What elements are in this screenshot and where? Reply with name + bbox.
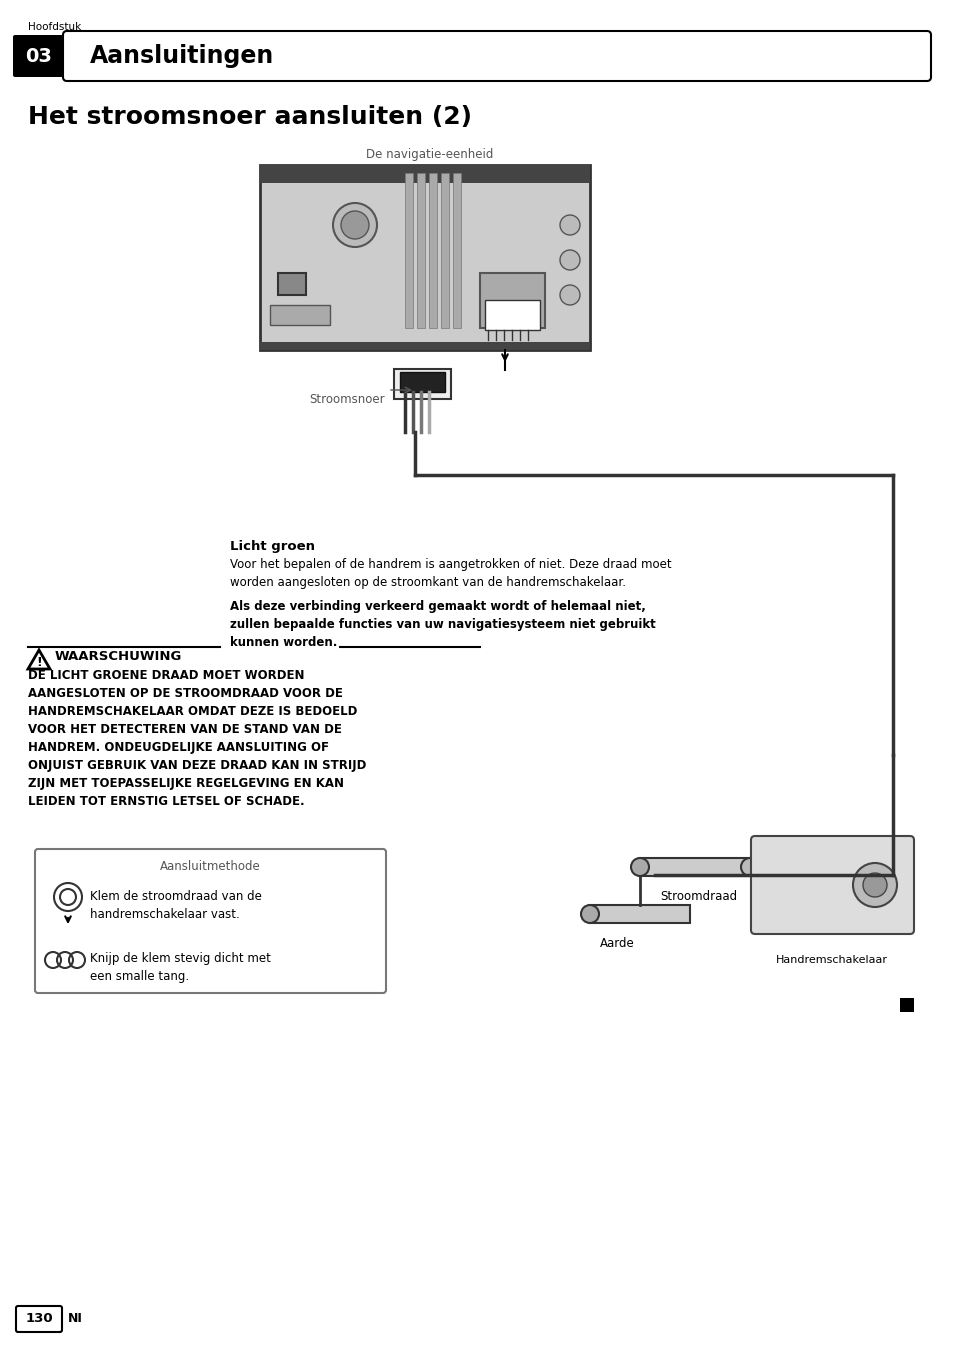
FancyBboxPatch shape bbox=[399, 372, 444, 392]
Bar bbox=[589, 904, 689, 923]
Text: WAARSCHUWING: WAARSCHUWING bbox=[55, 650, 182, 662]
FancyBboxPatch shape bbox=[260, 165, 589, 350]
FancyBboxPatch shape bbox=[13, 35, 65, 77]
Bar bbox=[639, 859, 749, 876]
Circle shape bbox=[333, 203, 376, 247]
Text: Aansluitingen: Aansluitingen bbox=[90, 45, 274, 68]
Bar bbox=[405, 173, 413, 329]
Text: 03: 03 bbox=[26, 46, 52, 65]
Bar bbox=[440, 173, 449, 329]
Text: Knijp de klem stevig dicht met
een smalle tang.: Knijp de klem stevig dicht met een small… bbox=[90, 952, 271, 983]
Ellipse shape bbox=[740, 859, 759, 876]
Text: Handremschakelaar: Handremschakelaar bbox=[775, 955, 887, 965]
Text: Het stroomsnoer aansluiten (2): Het stroomsnoer aansluiten (2) bbox=[28, 105, 472, 128]
Text: Aansluitmethode: Aansluitmethode bbox=[160, 860, 260, 873]
Text: Hoofdstuk: Hoofdstuk bbox=[28, 22, 81, 32]
Ellipse shape bbox=[580, 904, 598, 923]
Text: Stroomdraad: Stroomdraad bbox=[659, 890, 737, 903]
FancyBboxPatch shape bbox=[277, 273, 306, 295]
FancyBboxPatch shape bbox=[16, 1306, 62, 1332]
Text: Licht groen: Licht groen bbox=[230, 539, 314, 553]
FancyBboxPatch shape bbox=[484, 300, 539, 330]
Text: De navigatie-eenheid: De navigatie-eenheid bbox=[366, 147, 493, 161]
Polygon shape bbox=[260, 165, 589, 183]
Bar bbox=[416, 173, 424, 329]
Text: Aarde: Aarde bbox=[599, 937, 634, 950]
Text: !: ! bbox=[36, 656, 42, 668]
Text: Voor het bepalen of de handrem is aangetrokken of niet. Deze draad moet
worden a: Voor het bepalen of de handrem is aanget… bbox=[230, 558, 671, 589]
Text: Klem de stroomdraad van de
handremschakelaar vast.: Klem de stroomdraad van de handremschake… bbox=[90, 890, 262, 921]
Circle shape bbox=[340, 211, 369, 239]
Circle shape bbox=[559, 250, 579, 270]
Text: NI: NI bbox=[68, 1313, 83, 1325]
FancyBboxPatch shape bbox=[270, 306, 330, 324]
FancyBboxPatch shape bbox=[63, 31, 930, 81]
FancyBboxPatch shape bbox=[750, 836, 913, 934]
Bar bbox=[453, 173, 460, 329]
FancyBboxPatch shape bbox=[479, 273, 544, 329]
Polygon shape bbox=[260, 342, 589, 350]
Text: Als deze verbinding verkeerd gemaakt wordt of helemaal niet,
zullen bepaalde fun: Als deze verbinding verkeerd gemaakt wor… bbox=[230, 600, 655, 649]
Text: DE LICHT GROENE DRAAD MOET WORDEN
AANGESLOTEN OP DE STROOMDRAAD VOOR DE
HANDREMS: DE LICHT GROENE DRAAD MOET WORDEN AANGES… bbox=[28, 669, 366, 808]
FancyBboxPatch shape bbox=[35, 849, 386, 992]
Circle shape bbox=[852, 863, 896, 907]
Ellipse shape bbox=[630, 859, 648, 876]
Circle shape bbox=[862, 873, 886, 896]
FancyBboxPatch shape bbox=[394, 369, 451, 399]
Bar bbox=[899, 998, 913, 1013]
Circle shape bbox=[559, 215, 579, 235]
Circle shape bbox=[559, 285, 579, 306]
Text: 130: 130 bbox=[25, 1313, 52, 1325]
Text: Stroomsnoer: Stroomsnoer bbox=[309, 393, 385, 406]
Bar bbox=[429, 173, 436, 329]
Polygon shape bbox=[28, 650, 50, 669]
